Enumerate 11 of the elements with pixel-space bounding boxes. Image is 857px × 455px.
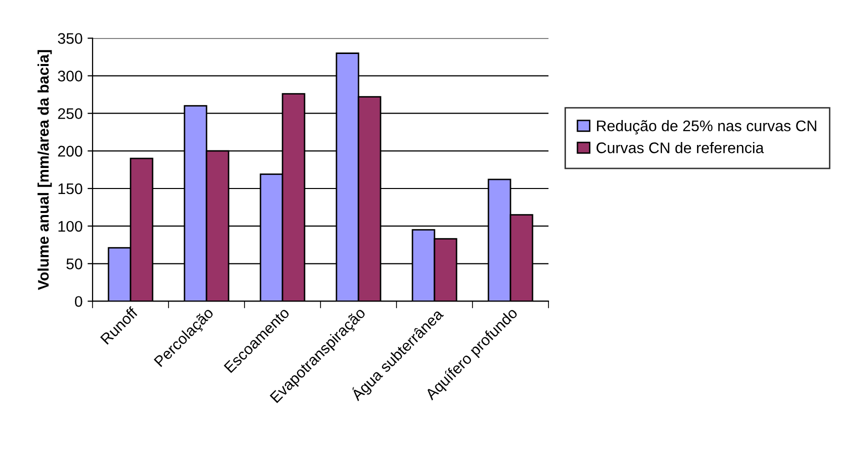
y-tick-label: 100 — [58, 220, 82, 232]
y-tick-label: 50 — [66, 258, 82, 270]
y-axis-title: Volume anual [mm/area da bacia] — [38, 50, 52, 290]
y-tick-label: 250 — [58, 108, 82, 120]
y-tick-label: 150 — [58, 183, 82, 194]
y-tick-label: 0 — [74, 296, 82, 307]
y-tick-label: 200 — [58, 146, 82, 157]
legend-label: Curvas CN de referencia — [596, 142, 764, 154]
y-tick-label: 300 — [58, 70, 82, 82]
y-tick-label: 350 — [58, 33, 82, 44]
legend-label: Redução de 25% nas curvas CN — [597, 120, 816, 134]
